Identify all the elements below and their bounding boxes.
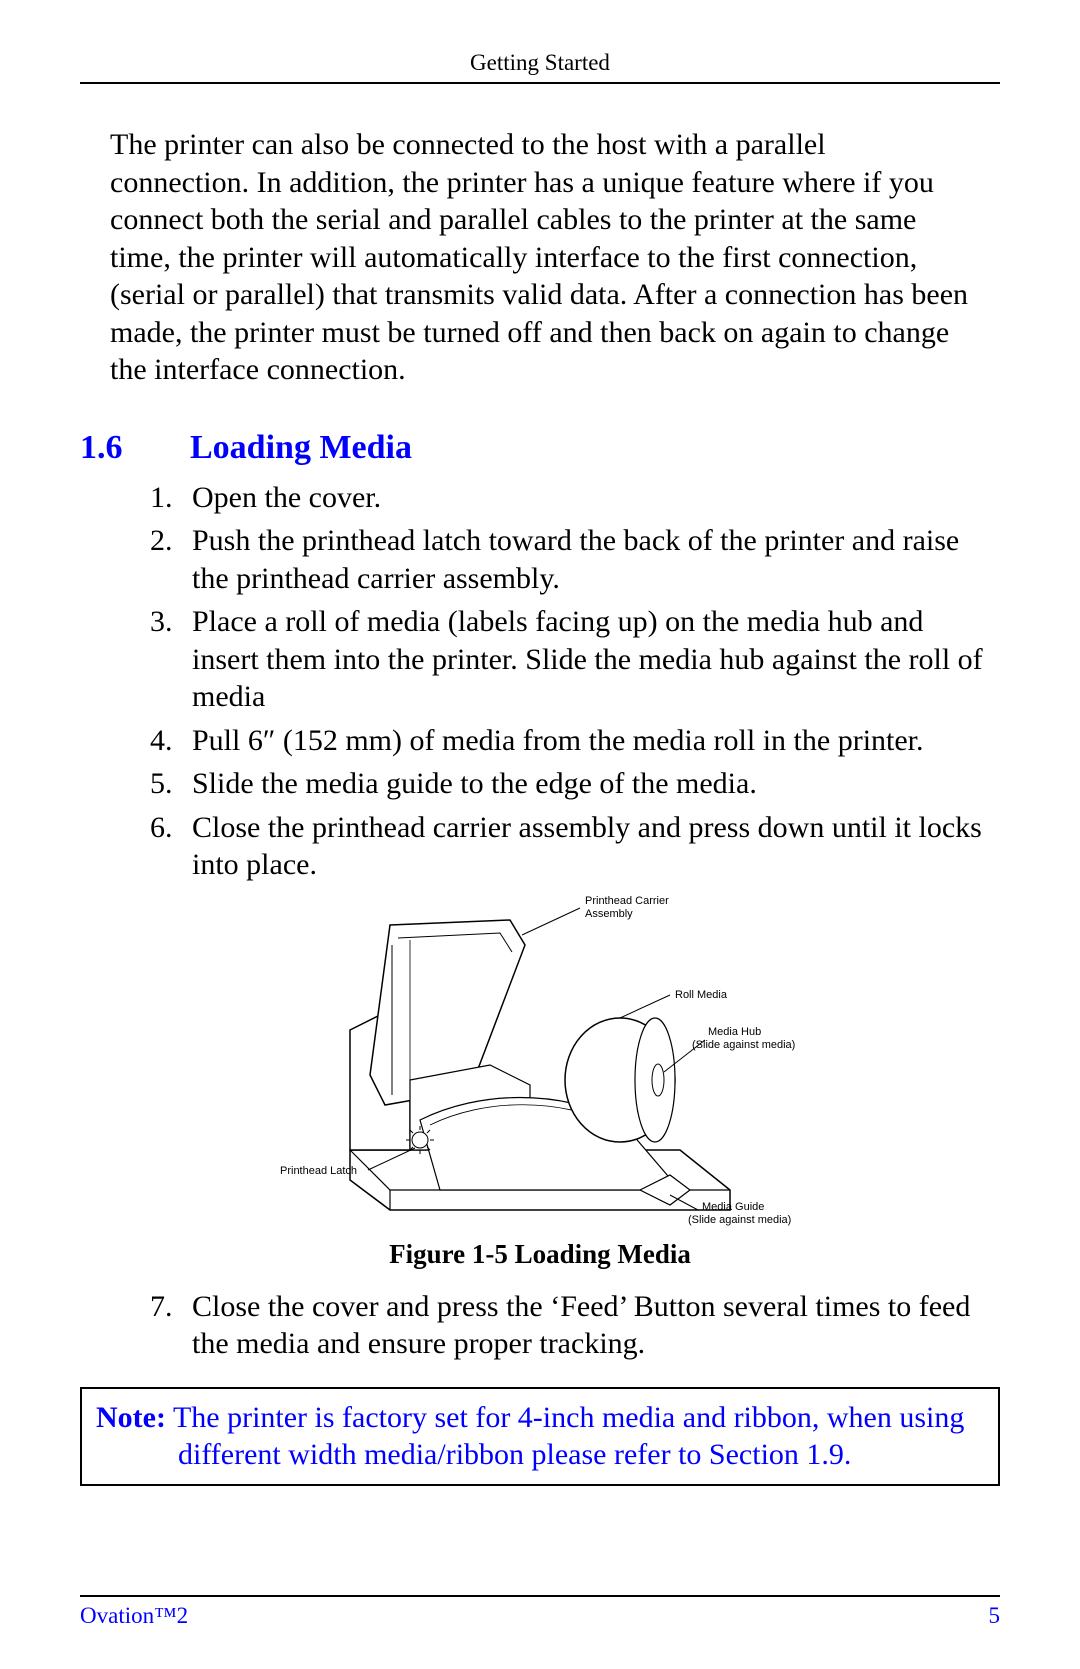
section-title: Loading Media xyxy=(190,429,412,466)
label-printhead-latch: Printhead Latch xyxy=(280,1165,357,1177)
steps-list-continued: Close the cover and press the ‘Feed’ But… xyxy=(120,1288,990,1363)
document-page: Getting Started The printer can also be … xyxy=(0,0,1080,1669)
page-header: Getting Started xyxy=(80,50,1000,84)
footer-product: Ovation™2 xyxy=(80,1603,188,1629)
label-media-hub-sub: (Slide against media) xyxy=(692,1039,795,1051)
list-item: Close the printhead carrier assembly and… xyxy=(180,809,990,884)
figure: Printhead Carrier Assembly Roll Media Me… xyxy=(80,890,1000,1270)
label-printhead-carrier: Printhead Carrier xyxy=(585,895,669,907)
note-text: The printer is factory set for 4-inch me… xyxy=(173,1401,964,1472)
label-media-guide: Media Guide xyxy=(702,1201,764,1213)
list-item: Close the cover and press the ‘Feed’ But… xyxy=(180,1288,990,1363)
section-number: 1.6 xyxy=(80,429,190,467)
label-media-hub: Media Hub xyxy=(708,1026,761,1038)
list-item: Place a roll of media (labels facing up)… xyxy=(180,603,990,716)
label-assembly: Assembly xyxy=(585,908,633,920)
figure-caption: Figure 1-5 Loading Media xyxy=(80,1239,1000,1270)
list-item: Open the cover. xyxy=(180,479,990,517)
footer-page-number: 5 xyxy=(989,1603,1001,1629)
section-heading: 1.6Loading Media xyxy=(80,429,1000,467)
list-item: Slide the media guide to the edge of the… xyxy=(180,765,990,803)
header-chapter: Getting Started xyxy=(470,50,610,75)
label-roll-media: Roll Media xyxy=(675,989,728,1001)
list-item: Push the printhead latch toward the back… xyxy=(180,522,990,597)
printer-diagram: Printhead Carrier Assembly Roll Media Me… xyxy=(260,890,820,1230)
note-label: Note: xyxy=(96,1401,166,1434)
list-item: Pull 6″ (152 mm) of media from the media… xyxy=(180,722,990,760)
page-footer: Ovation™2 5 xyxy=(80,1595,1000,1629)
note-box: Note: The printer is factory set for 4-i… xyxy=(80,1387,1000,1486)
intro-paragraph: The printer can also be connected to the… xyxy=(110,126,970,389)
steps-list: Open the cover. Push the printhead latch… xyxy=(120,479,990,884)
label-media-guide-sub: (Slide against media) xyxy=(688,1214,791,1226)
